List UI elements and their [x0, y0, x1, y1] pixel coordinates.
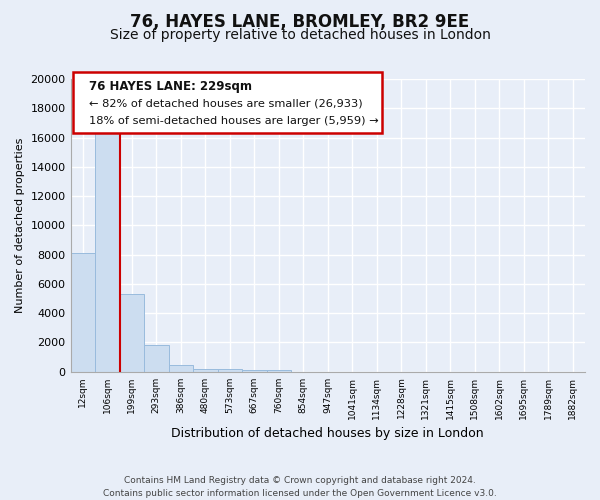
Bar: [218, 370, 242, 372]
Bar: [144, 346, 169, 372]
Bar: [266, 370, 291, 372]
Text: Size of property relative to detached houses in London: Size of property relative to detached ho…: [110, 28, 490, 42]
X-axis label: Distribution of detached houses by size in London: Distribution of detached houses by size …: [172, 427, 484, 440]
Bar: [169, 365, 193, 372]
Bar: [119, 294, 144, 372]
Bar: [95, 129, 119, 372]
Text: 76 HAYES LANE: 229sqm: 76 HAYES LANE: 229sqm: [89, 80, 251, 94]
Bar: [242, 370, 266, 372]
Text: ← 82% of detached houses are smaller (26,933): ← 82% of detached houses are smaller (26…: [89, 98, 362, 108]
Text: Contains HM Land Registry data © Crown copyright and database right 2024.
Contai: Contains HM Land Registry data © Crown c…: [103, 476, 497, 498]
Bar: [71, 253, 95, 372]
FancyBboxPatch shape: [73, 72, 382, 133]
Text: 76, HAYES LANE, BROMLEY, BR2 9EE: 76, HAYES LANE, BROMLEY, BR2 9EE: [130, 12, 470, 30]
Bar: [193, 369, 218, 372]
Y-axis label: Number of detached properties: Number of detached properties: [15, 138, 25, 313]
Text: 18% of semi-detached houses are larger (5,959) →: 18% of semi-detached houses are larger (…: [89, 116, 378, 126]
